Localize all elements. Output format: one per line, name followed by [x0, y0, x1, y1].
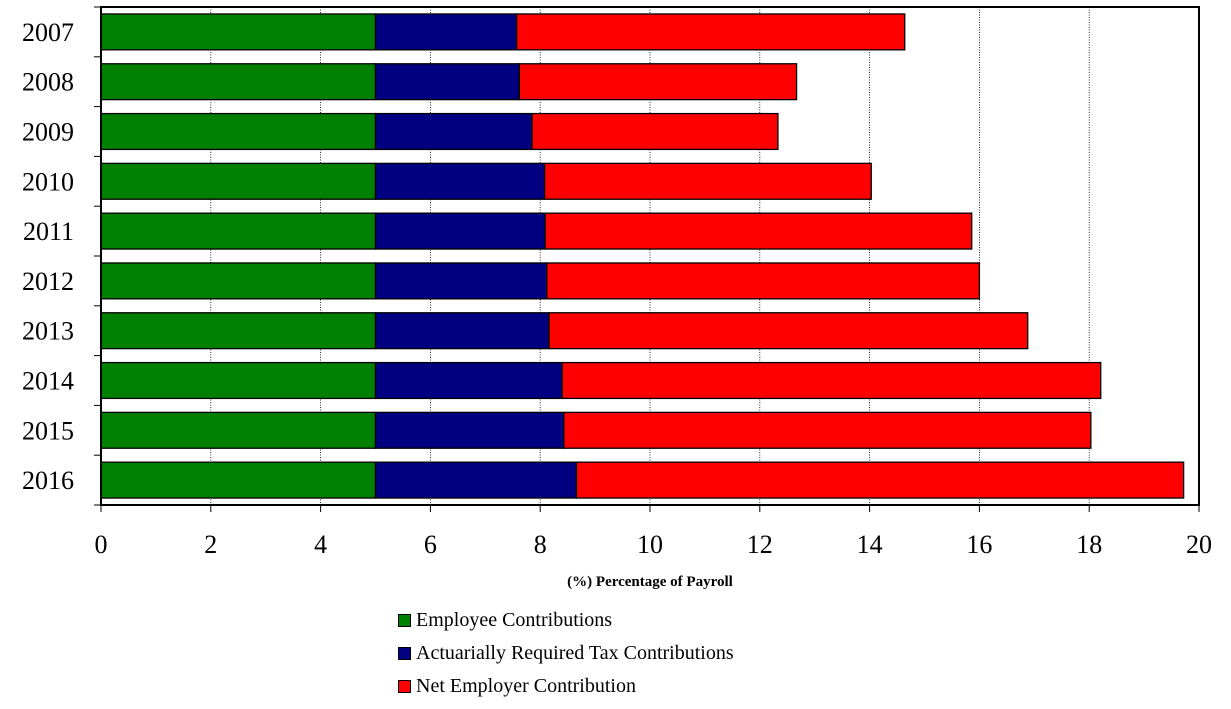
bar-2008-series-1: [100, 63, 377, 101]
bar-group-2007: [100, 13, 906, 51]
legend-label-3: Net Employer Contribution: [416, 675, 636, 697]
y-tick-label-2013: 2013: [22, 317, 74, 346]
x-tick-label-12: 12: [747, 530, 773, 559]
bar-group-2009: [100, 112, 779, 151]
y-tick-label-2008: 2008: [22, 68, 74, 97]
x-tick-label-4: 4: [314, 530, 327, 559]
legend-swatch-3: [398, 680, 411, 693]
bar-2015-series-2: [374, 411, 565, 449]
y-tick-label-2015: 2015: [22, 416, 74, 445]
bar-2009-series-3: [531, 112, 779, 151]
legend-swatch-2: [398, 647, 411, 660]
x-tick-label-14: 14: [857, 530, 883, 559]
x-axis-title: (%) Percentage of Payroll: [567, 574, 733, 590]
bar-group-2010: [100, 162, 872, 200]
bar-2010-series-1: [100, 162, 377, 200]
bar-2013-series-3: [548, 312, 1029, 350]
x-tick-label-10: 10: [637, 530, 663, 559]
bar-2007-series-1: [100, 13, 377, 51]
bar-2016-series-3: [575, 461, 1185, 499]
bar-group-2015: [100, 411, 1092, 449]
bar-group-2016: [100, 461, 1185, 499]
bar-group-2012: [100, 262, 981, 300]
bar-2012-series-3: [546, 262, 981, 300]
bar-2014-series-3: [561, 361, 1102, 400]
bar-2008-series-3: [518, 63, 798, 101]
x-tick-label-16: 16: [966, 530, 992, 559]
y-tick-label-2011: 2011: [23, 217, 74, 246]
bar-2013-series-1: [100, 312, 377, 350]
x-tick-label-0: 0: [95, 530, 108, 559]
bar-2012-series-2: [374, 262, 548, 300]
bar-2011-series-3: [544, 212, 973, 250]
bar-2016-series-2: [374, 461, 578, 499]
y-axis: 2007 2008 2009 2010 2011 2012 2013 2014 2015 2016: [22, 6, 101, 506]
y-tick-label-2007: 2007: [22, 18, 74, 47]
bar-group-2011: [100, 212, 973, 250]
bar-2014-series-2: [374, 361, 563, 400]
legend-label-1: Employee Contributions: [416, 609, 613, 631]
bar-2011-series-1: [100, 212, 377, 250]
legend-swatch-1: [398, 614, 411, 627]
bar-group-2013: [100, 312, 1029, 350]
bar-2008-series-2: [374, 63, 520, 101]
legend-item-2: Actuarially Required Tax Contributions: [398, 637, 734, 670]
bar-2015-series-1: [100, 411, 377, 449]
bar-2016-series-1: [100, 461, 377, 499]
x-axis: 0 2 4 6 8 10 12 14 16 18 20: [95, 505, 1212, 559]
bar-2012-series-1: [100, 262, 377, 300]
bar-2009-series-2: [374, 112, 533, 151]
legend-item-1: Employee Contributions: [398, 604, 734, 637]
x-tick-label-2: 2: [204, 530, 217, 559]
y-tick-label-2012: 2012: [22, 267, 74, 296]
bar-2011-series-2: [374, 212, 546, 250]
bars: [100, 13, 1185, 499]
legend-label-2: Actuarially Required Tax Contributions: [416, 642, 734, 664]
bar-2010-series-2: [374, 162, 546, 200]
bar-2007-series-3: [515, 13, 906, 51]
bar-group-2014: [100, 361, 1102, 400]
x-tick-label-18: 18: [1076, 530, 1102, 559]
bar-2015-series-3: [563, 411, 1092, 449]
bar-2009-series-1: [100, 112, 377, 151]
y-tick-label-2014: 2014: [22, 367, 74, 396]
bar-2013-series-2: [374, 312, 550, 350]
x-tick-label-6: 6: [424, 530, 437, 559]
y-tick-label-2016: 2016: [22, 466, 74, 495]
x-tick-label-8: 8: [534, 530, 547, 559]
bar-2014-series-1: [100, 361, 377, 400]
legend: Employee Contributions Actuarially Requir…: [398, 604, 734, 703]
bar-2007-series-2: [374, 13, 518, 51]
bar-group-2008: [100, 63, 798, 101]
y-tick-label-2009: 2009: [22, 118, 74, 147]
y-tick-label-2010: 2010: [22, 167, 74, 196]
x-tick-label-20: 20: [1186, 530, 1212, 559]
legend-item-3: Net Employer Contribution: [398, 670, 734, 703]
bar-2010-series-3: [543, 162, 872, 200]
